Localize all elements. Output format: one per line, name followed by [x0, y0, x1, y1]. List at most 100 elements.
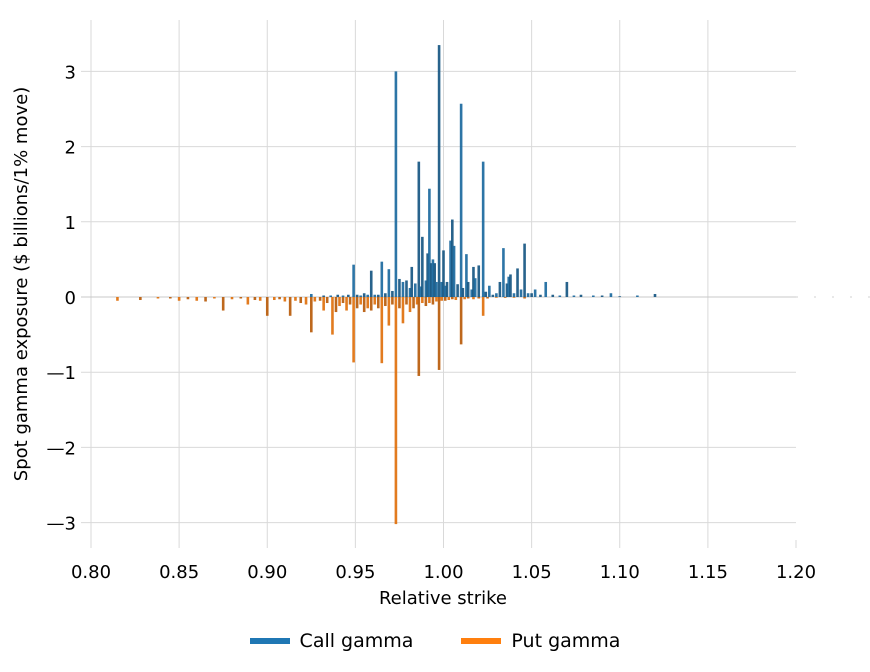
put-gamma-bar [387, 297, 391, 326]
put-gamma-bar [322, 297, 325, 311]
call-gamma-bar [433, 263, 436, 297]
put-gamma-bar [177, 297, 181, 301]
put-gamma-bar [304, 297, 308, 305]
call-gamma-bar [426, 253, 429, 297]
call-gamma-bar [405, 280, 408, 297]
call-gamma-bar [417, 161, 421, 297]
put-gamma-bar [273, 297, 276, 301]
put-gamma-bar [352, 297, 355, 363]
put-gamma-bar [294, 297, 297, 301]
put-gamma-bar [384, 297, 387, 307]
put-gamma-bar [116, 297, 119, 301]
put-gamma-bar [459, 297, 463, 345]
y-tick-label: —2 [47, 438, 76, 459]
call-gamma-bar [449, 240, 452, 297]
call-gamma-bar [509, 274, 512, 297]
call-gamma-bar [488, 285, 491, 297]
put-gamma-bar [405, 297, 408, 305]
call-gamma-bar [352, 264, 355, 297]
put-gamma-bar [437, 297, 441, 370]
put-gamma-bar [239, 297, 243, 299]
put-gamma-bar [221, 297, 225, 311]
put-gamma-bar [512, 297, 516, 298]
call-gamma-bar [384, 293, 387, 297]
call-gamma-bar [609, 293, 613, 297]
call-gamma-bar [636, 295, 639, 297]
call-gamma-bar [472, 266, 475, 297]
call-gamma-bar [507, 276, 511, 297]
call-gamma-bar [459, 103, 463, 298]
call-gamma-bar [429, 263, 433, 297]
call-gamma-bar [362, 293, 366, 297]
call-gamma-bar [470, 289, 473, 297]
call-gamma-bar [428, 188, 431, 297]
call-gamma-bar [526, 293, 530, 297]
call-gamma-bar [359, 295, 362, 297]
put-gamma-bar [466, 297, 470, 299]
y-axis-label: Spot gamma exposure ($ billions/1% move) [11, 87, 32, 481]
call-gamma-bar [322, 295, 325, 297]
put-gamma-bar [401, 297, 405, 324]
x-tick-label: 1.05 [512, 562, 552, 583]
put-gamma-bar [380, 297, 384, 364]
put-gamma-bar [318, 297, 322, 301]
x-tick-label: 0.80 [71, 562, 111, 583]
call-gamma-bar [414, 283, 417, 297]
call-gamma-bar [502, 248, 505, 297]
call-gamma-bar [491, 294, 495, 297]
put-gamma-bar [213, 297, 216, 299]
call-gamma-bar [456, 284, 459, 297]
call-gamma-bar [505, 283, 509, 297]
call-gamma-bar [355, 294, 359, 297]
put-gamma-bar [325, 297, 329, 304]
put-gamma-bar [477, 297, 481, 299]
call-gamma-bar [310, 293, 313, 297]
call-gamma-bar [401, 281, 405, 297]
put-gamma-bar [435, 297, 438, 302]
put-gamma-bar [362, 297, 366, 313]
call-gamma-bar [600, 295, 604, 297]
call-gamma-bar [498, 281, 502, 297]
call-gamma-bar [451, 219, 454, 297]
legend: Call gamma Put gamma [0, 630, 870, 652]
call-gamma-bar [366, 294, 370, 297]
put-gamma-bar [415, 297, 419, 305]
call-gamma-bar [519, 289, 523, 297]
put-gamma-bar [169, 297, 172, 299]
call-gamma-bar [398, 278, 401, 297]
call-gamma-bar [373, 294, 377, 297]
put-gamma-bar [186, 297, 190, 300]
call-gamma-bar [437, 45, 441, 297]
call-gamma-bar [565, 281, 569, 297]
legend-item-call-gamma: Call gamma [249, 630, 413, 652]
x-tick-label: 1.15 [688, 562, 728, 583]
call-gamma-bar [435, 281, 438, 297]
put-gamma-bar [258, 297, 262, 301]
put-gamma-bar [345, 297, 348, 311]
call-gamma-bar [551, 294, 555, 297]
put-gamma-bar [486, 297, 489, 299]
put-gamma-bar [447, 297, 451, 301]
put-gamma-bar [366, 297, 370, 309]
put-gamma-bar [408, 297, 412, 313]
call-gamma-bar [424, 280, 428, 297]
put-gamma-bar [246, 297, 250, 305]
put-gamma-bar [265, 297, 269, 316]
put-gamma-bar [341, 297, 345, 304]
call-gamma-bar [341, 295, 345, 297]
x-axis-label: Relative strike [379, 588, 507, 609]
call-gamma-bar [473, 278, 477, 297]
put-gamma-bar [398, 297, 401, 309]
put-gamma-bar [369, 297, 373, 311]
put-gamma-bar [454, 297, 458, 301]
y-tick-label: 3 [65, 62, 76, 83]
x-tick-label: 0.90 [247, 562, 287, 583]
call-gamma-bar [452, 245, 456, 297]
call-gamma-bar [445, 281, 449, 297]
put-gamma-bar [310, 297, 313, 333]
put-gamma-bar [156, 297, 160, 299]
call-gamma-bar [431, 259, 435, 297]
put-gamma-bar [391, 297, 394, 305]
put-gamma-bar [338, 297, 341, 307]
